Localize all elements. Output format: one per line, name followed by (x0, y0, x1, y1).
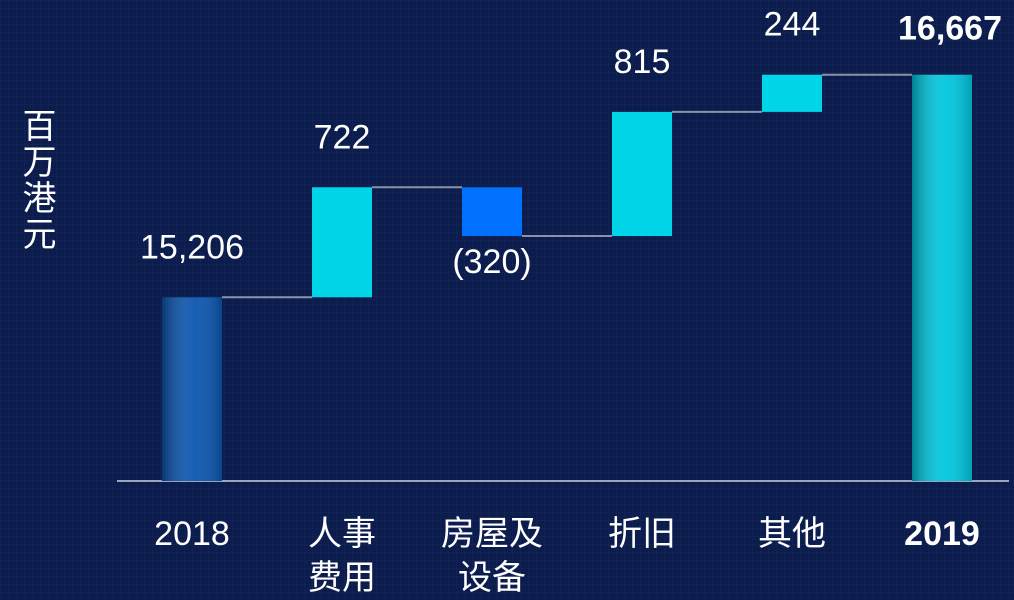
bar (462, 187, 522, 237)
data-label: 815 (614, 43, 671, 81)
x-tick-label: 房屋及 设备 (441, 515, 543, 597)
x-tick-label: 2019 (904, 515, 980, 553)
bar (312, 187, 372, 298)
x-tick-label: 人事 费用 (308, 515, 376, 597)
x-tick-label: 2018 (154, 515, 230, 553)
x-tick-label: 其他 (758, 515, 826, 553)
x-tick-label: 折旧 (608, 515, 676, 553)
bar (612, 111, 672, 237)
data-label: 15,206 (140, 228, 244, 266)
y-axis-label: 百万港元 (17, 108, 55, 252)
bar (762, 74, 822, 112)
bar-shade (162, 297, 222, 481)
data-label: (320) (452, 243, 531, 281)
data-label: 16,667 (898, 10, 1002, 48)
data-label: 244 (764, 6, 821, 44)
bar-shade (912, 74, 972, 482)
data-label: 722 (314, 118, 371, 156)
